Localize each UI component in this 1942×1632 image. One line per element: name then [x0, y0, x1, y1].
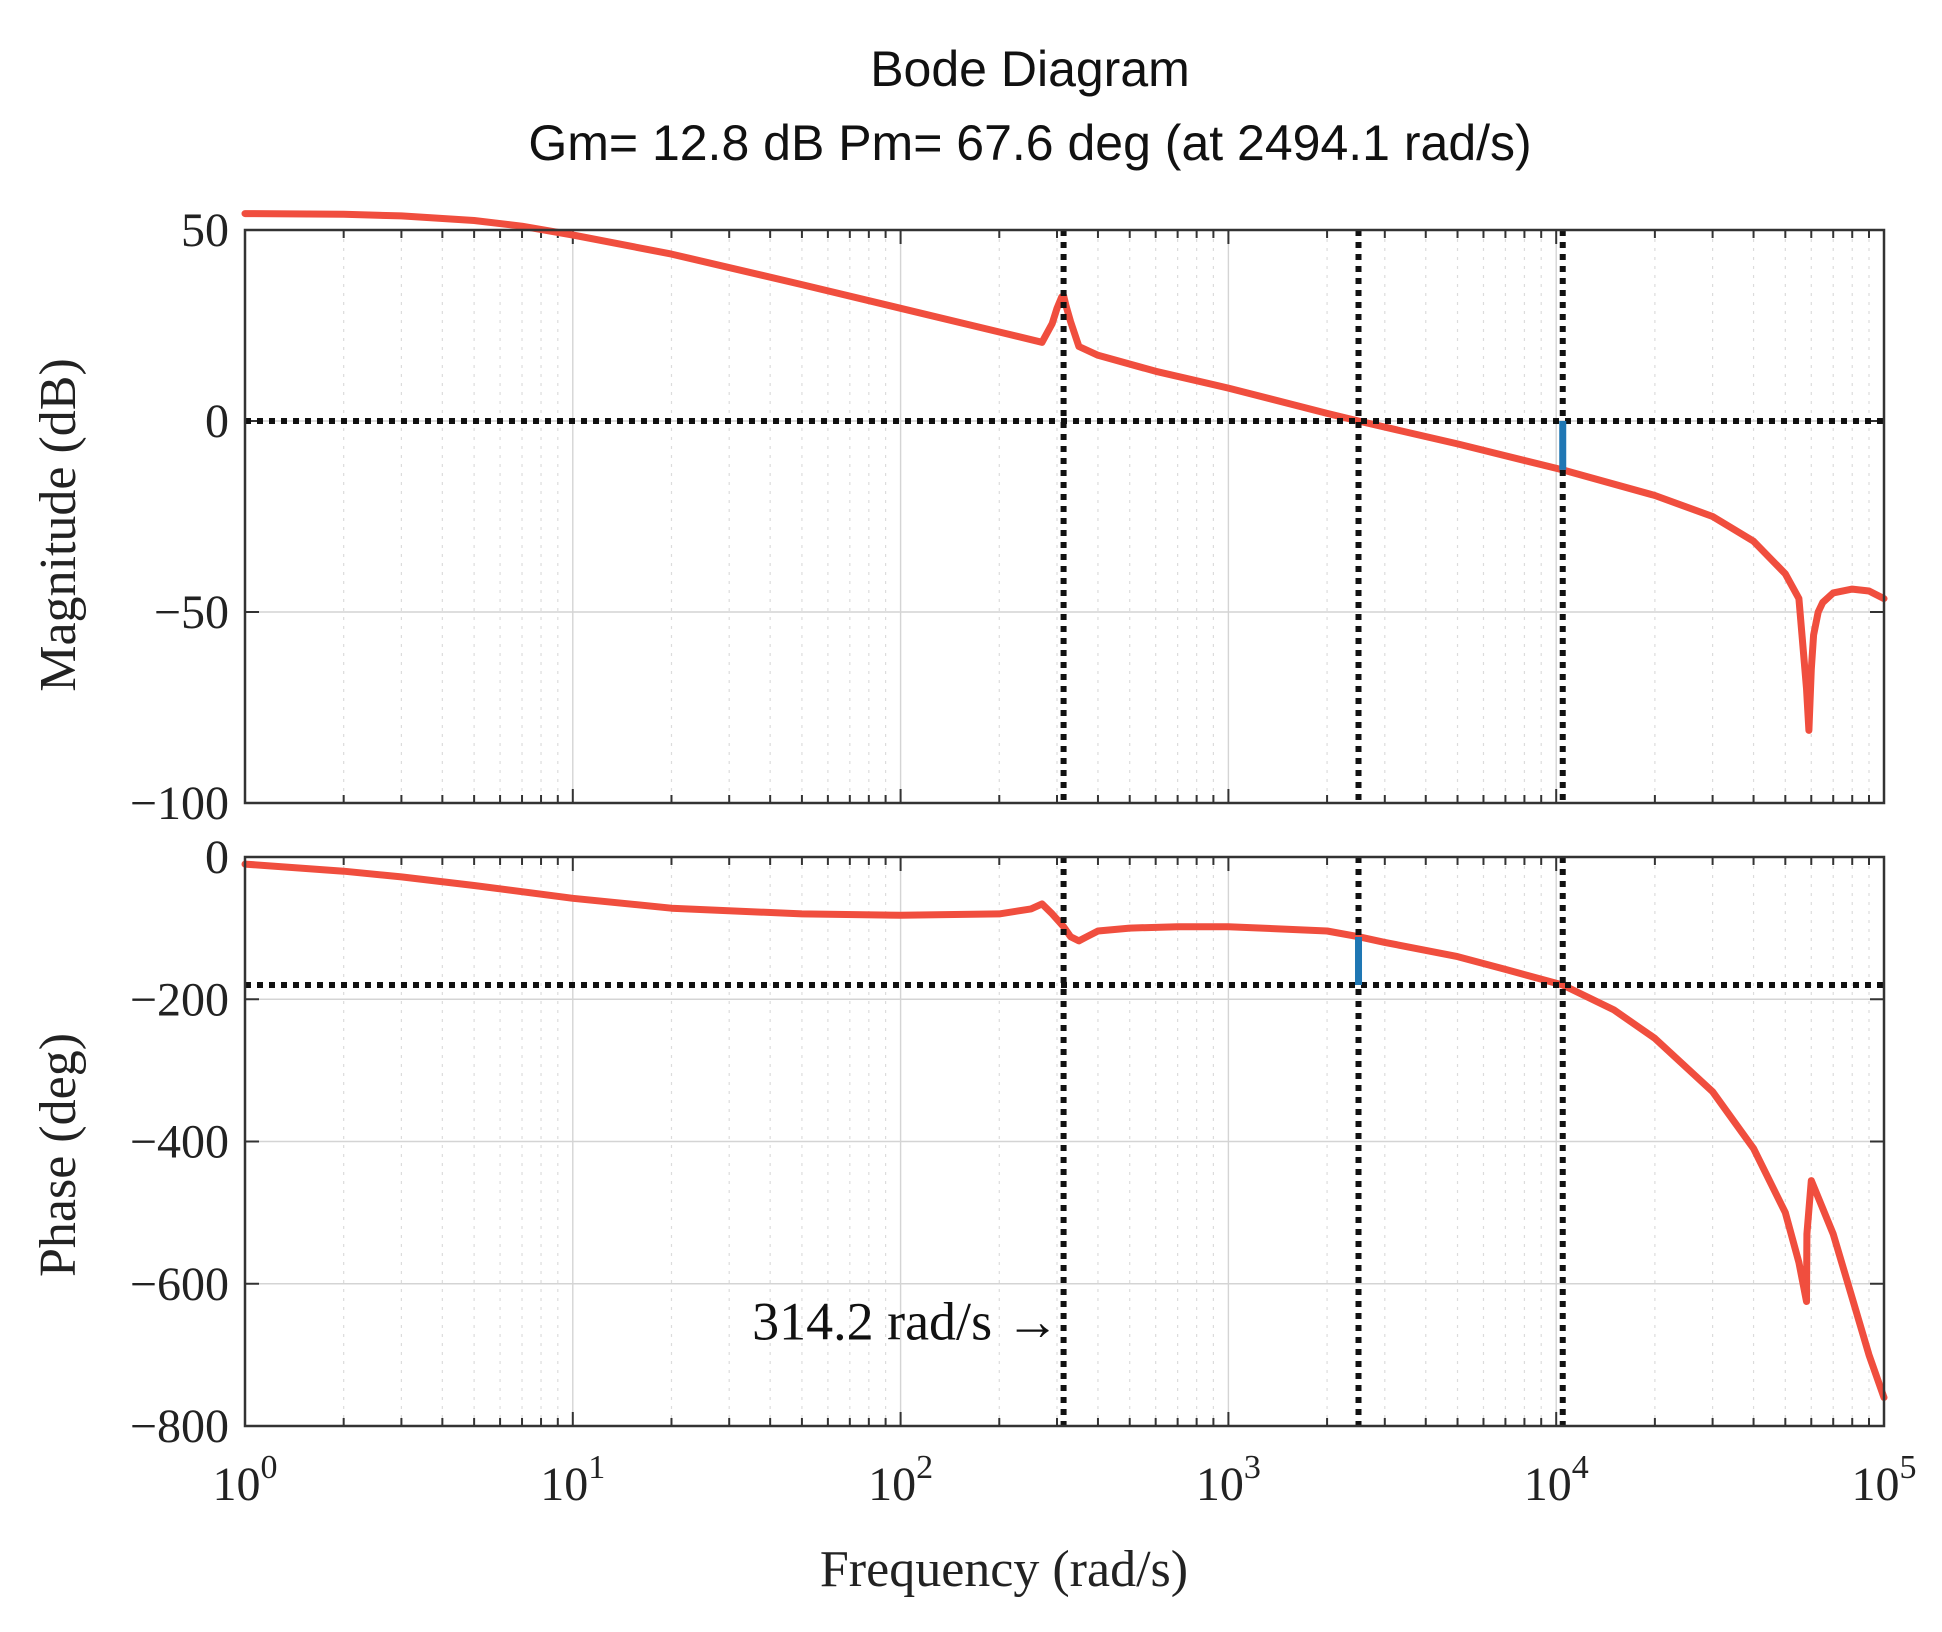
phase-line — [241, 860, 1888, 1401]
phase-axes-frame — [243, 855, 1886, 1428]
y-tick-label: 50 — [181, 204, 229, 257]
chart-title: Bode Diagram — [870, 41, 1190, 97]
phase-ylabel: Phase (deg) — [30, 1033, 87, 1277]
x-tick-label: 104 — [1524, 1449, 1589, 1511]
reference-lines — [245, 230, 1884, 1426]
magnitude-line — [241, 210, 1888, 734]
x-tick-label: 100 — [213, 1449, 278, 1511]
magnitude-ylabel: Magnitude (dB) — [30, 358, 87, 692]
y-tick-label: −200 — [130, 973, 229, 1026]
margin-markers — [1355, 421, 1567, 986]
phase-series — [241, 860, 1888, 1401]
magnitude-axes-frame — [243, 228, 1886, 805]
x-tick-label: 103 — [1196, 1449, 1261, 1511]
x-axis-label: Frequency (rad/s) — [820, 1541, 1188, 1598]
x-tick-labels: 100 101 102 103 104 105 — [213, 1449, 1917, 1511]
y-tick-label: −800 — [130, 1400, 229, 1453]
y-tick-label: −100 — [130, 777, 229, 830]
y-tick-label: −600 — [130, 1258, 229, 1311]
x-tick-label: 102 — [868, 1449, 933, 1511]
x-tick-label: 105 — [1852, 1449, 1917, 1511]
magnitude-y-tick-labels: 50 0 −50 −100 — [130, 204, 229, 830]
magnitude-series — [241, 210, 1888, 734]
y-tick-label: 0 — [205, 395, 229, 448]
y-tick-label: −50 — [154, 586, 229, 639]
phase-y-tick-labels: 0 −200 −400 −600 −800 — [130, 831, 229, 1453]
x-tick-label: 101 — [540, 1449, 605, 1511]
chart-subtitle: Gm= 12.8 dB Pm= 67.6 deg (at 2494.1 rad/… — [528, 115, 1531, 171]
y-tick-label: −400 — [130, 1116, 229, 1169]
y-tick-label: 0 — [205, 831, 229, 884]
frequency-annotation: 314.2 rad/s → — [752, 1291, 1059, 1351]
